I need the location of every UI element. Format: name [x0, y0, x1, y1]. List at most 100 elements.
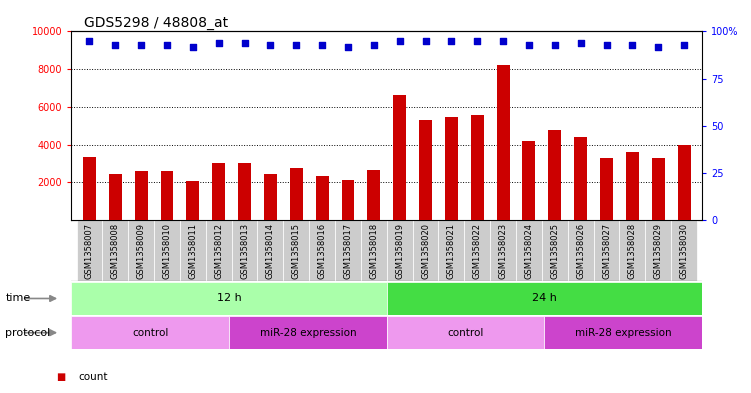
Text: GSM1358010: GSM1358010	[162, 223, 171, 279]
Bar	[412, 220, 439, 281]
Bar	[309, 220, 335, 281]
Point	[678, 42, 690, 48]
Bar	[83, 157, 96, 220]
Point	[264, 42, 276, 48]
Text: GSM1358014: GSM1358014	[266, 223, 275, 279]
Text: GSM1358019: GSM1358019	[395, 223, 404, 279]
Bar	[645, 220, 671, 281]
Bar	[387, 220, 412, 281]
Text: count: count	[79, 372, 108, 382]
Text: GSM1358024: GSM1358024	[524, 223, 533, 279]
Text: GSM1358013: GSM1358013	[240, 223, 249, 279]
Text: GSM1358021: GSM1358021	[447, 223, 456, 279]
Point	[135, 42, 147, 48]
Bar	[568, 220, 593, 281]
Text: ■: ■	[56, 372, 65, 382]
Point	[523, 42, 535, 48]
Text: miR-28 expression: miR-28 expression	[575, 328, 671, 338]
Text: GSM1358017: GSM1358017	[343, 223, 352, 279]
Bar	[290, 168, 303, 220]
Text: GSM1358029: GSM1358029	[653, 223, 662, 279]
Text: GSM1358023: GSM1358023	[499, 223, 508, 279]
Point	[420, 38, 432, 44]
Point	[394, 38, 406, 44]
Bar	[445, 117, 458, 220]
Bar	[496, 65, 510, 220]
Bar	[342, 180, 354, 220]
Bar	[439, 220, 464, 281]
Point	[110, 42, 122, 48]
Bar	[548, 130, 561, 220]
Bar	[102, 220, 128, 281]
Text: GSM1358015: GSM1358015	[292, 223, 301, 279]
Bar	[387, 282, 702, 315]
Point	[575, 40, 587, 46]
Text: 24 h: 24 h	[532, 294, 557, 303]
Bar	[575, 137, 587, 220]
Bar	[128, 220, 154, 281]
Bar	[361, 220, 387, 281]
Bar	[419, 120, 432, 220]
Text: GSM1358008: GSM1358008	[111, 223, 120, 279]
Bar	[186, 182, 199, 220]
Bar	[231, 220, 258, 281]
Bar	[77, 220, 102, 281]
Bar	[315, 176, 329, 220]
Text: GSM1358011: GSM1358011	[189, 223, 198, 279]
Bar	[134, 171, 148, 220]
Point	[83, 38, 95, 44]
Text: 12 h: 12 h	[217, 294, 241, 303]
Bar	[652, 158, 665, 220]
Point	[213, 40, 225, 46]
Bar	[283, 220, 309, 281]
Text: miR-28 expression: miR-28 expression	[260, 328, 356, 338]
Bar	[626, 152, 639, 220]
Text: GSM1358026: GSM1358026	[576, 223, 585, 279]
Bar	[71, 316, 229, 349]
Bar	[258, 220, 283, 281]
Bar	[71, 282, 387, 315]
Bar	[464, 220, 490, 281]
Bar	[516, 220, 542, 281]
Bar	[593, 220, 620, 281]
Bar	[264, 174, 277, 220]
Bar	[213, 163, 225, 220]
Bar	[523, 141, 535, 220]
Text: GSM1358030: GSM1358030	[680, 223, 689, 279]
Text: GSM1358007: GSM1358007	[85, 223, 94, 279]
Point	[626, 42, 638, 48]
Point	[445, 38, 457, 44]
Bar	[471, 116, 484, 220]
Bar	[387, 316, 544, 349]
Text: GSM1358020: GSM1358020	[421, 223, 430, 279]
Text: protocol: protocol	[5, 328, 50, 338]
Point	[342, 43, 354, 50]
Bar	[154, 220, 180, 281]
Bar	[161, 171, 173, 220]
Bar	[229, 316, 387, 349]
Text: control: control	[132, 328, 168, 338]
Text: GSM1358027: GSM1358027	[602, 223, 611, 279]
Text: time: time	[5, 294, 31, 303]
Text: GDS5298 / 48808_at: GDS5298 / 48808_at	[84, 17, 228, 30]
Text: GSM1358025: GSM1358025	[550, 223, 559, 279]
Bar	[238, 163, 251, 220]
Text: control: control	[448, 328, 484, 338]
Bar	[335, 220, 361, 281]
Bar	[544, 316, 702, 349]
Bar	[677, 145, 691, 220]
Bar	[542, 220, 568, 281]
Bar	[206, 220, 231, 281]
Point	[549, 42, 561, 48]
Bar	[600, 158, 613, 220]
Point	[497, 38, 509, 44]
Point	[239, 40, 251, 46]
Text: GSM1358016: GSM1358016	[318, 223, 327, 279]
Text: GSM1358009: GSM1358009	[137, 223, 146, 279]
Bar	[620, 220, 645, 281]
Bar	[109, 174, 122, 220]
Point	[187, 43, 199, 50]
Bar	[671, 220, 697, 281]
Text: GSM1358018: GSM1358018	[369, 223, 379, 279]
Point	[652, 43, 664, 50]
